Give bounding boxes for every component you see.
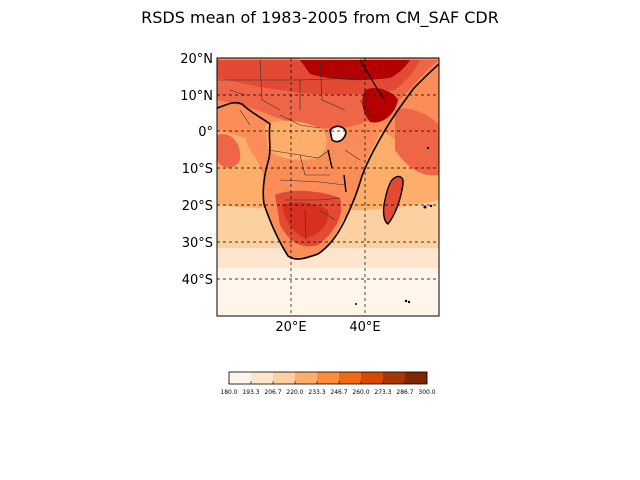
colorbar-cell [339, 372, 362, 384]
colorbar-tick-labels: 180.0 193.3 206.7 220.0 233.3 246.7 260.0 273.3… [220, 381, 436, 396]
colorbar-cell [361, 372, 384, 384]
madagascar [382, 175, 404, 225]
colorbar-cell [295, 372, 318, 384]
lake-victoria [329, 125, 347, 143]
colorbar-tick-label: 246.7 [330, 389, 347, 396]
land-zone-congo [265, 120, 327, 160]
country-borders [217, 59, 373, 241]
lon-label-40e: 40°E [349, 320, 380, 335]
lat-label-10s: 10°S [182, 162, 213, 177]
map-frame [216, 57, 440, 317]
colorbar-tick-label: 273.3 [374, 389, 391, 396]
colorbar-tick-label: 206.7 [264, 389, 281, 396]
colorbar-tick-label: 233.3 [308, 389, 325, 396]
colorbar-tick-label: 193.3 [242, 389, 259, 396]
colorbar-cells [229, 372, 428, 384]
island-5 [407, 300, 411, 304]
lake-malawi [343, 174, 347, 193]
island-2 [423, 205, 427, 209]
lat-label-30s: 30°S [182, 236, 213, 251]
colorbar-tick-label: 300.0 [418, 389, 435, 396]
colorbar-cell [229, 372, 252, 384]
colorbar-cell [273, 372, 296, 384]
colorbar-tick-label: 260.0 [352, 389, 369, 396]
lon-label-20e: 20°E [275, 320, 306, 335]
island-6 [355, 303, 357, 305]
colorbar-cell [317, 372, 340, 384]
land-zone-peak [300, 60, 410, 81]
lat-gridlines [217, 94, 439, 280]
land-zone-ethiopia [362, 88, 398, 123]
map-panel [217, 58, 439, 316]
africa-coastline [217, 63, 439, 260]
island-1 [426, 146, 430, 150]
lon-gridlines [290, 58, 366, 316]
lat-labels: 20°N 10°N 0° 10°S 20°S 30°S 40°S [180, 52, 213, 288]
colorbar-cell [405, 372, 428, 384]
island-3 [429, 204, 433, 208]
colorbar: 180.0 193.3 206.7 220.0 233.3 246.7 260.0 273.3… [220, 371, 436, 396]
red-sea-coast [359, 59, 385, 99]
ocean-patch-east [395, 108, 439, 176]
colorbar-tick-label: 286.7 [396, 389, 413, 396]
lat-label-20n: 20°N [180, 52, 213, 67]
colorbar-cell [383, 372, 406, 384]
lat-label-20s: 20°S [182, 199, 213, 214]
ocean-patch-west [217, 134, 241, 168]
colorbar-tick-label: 180.0 [220, 389, 237, 396]
lon-labels: 20°E 40°E [275, 320, 380, 335]
lat-label-0: 0° [198, 125, 213, 140]
lake-tanganyika [327, 149, 333, 169]
colorbar-tick-label: 220.0 [286, 389, 303, 396]
island-4 [404, 299, 408, 303]
lat-label-40s: 40°S [182, 273, 213, 288]
colorbar-frame [228, 371, 428, 385]
colorbar-cell [251, 372, 274, 384]
map-title: RSDS mean of 1983-2005 from CM_SAF CDR [141, 8, 499, 27]
lat-label-10n: 10°N [180, 89, 213, 104]
